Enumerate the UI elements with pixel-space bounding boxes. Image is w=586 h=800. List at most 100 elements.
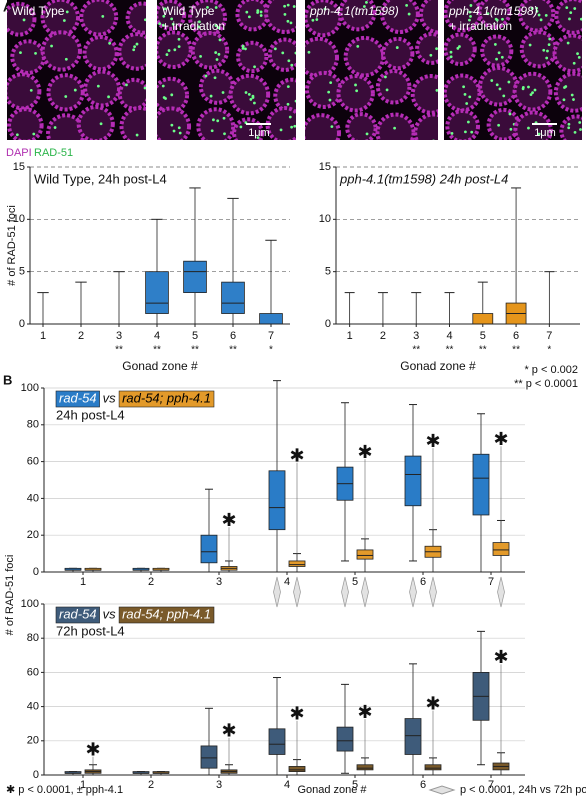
x-tick-label: 2 xyxy=(78,330,84,342)
focus xyxy=(307,50,311,54)
focus xyxy=(542,48,546,52)
legend-swatch xyxy=(55,390,100,408)
focus xyxy=(283,12,287,16)
focus xyxy=(566,41,570,45)
focus xyxy=(173,48,177,52)
focus xyxy=(456,46,460,50)
significance: ✱ xyxy=(425,431,440,451)
diff-marker xyxy=(429,576,437,608)
focus xyxy=(279,128,283,132)
y-tick-label: 80 xyxy=(27,632,39,644)
focus xyxy=(468,10,472,14)
focus xyxy=(315,18,319,21)
focus xyxy=(365,132,369,136)
focus xyxy=(507,80,511,84)
focus xyxy=(218,38,222,42)
focus xyxy=(384,75,387,79)
x-tick-label: 7 xyxy=(488,779,494,791)
focus xyxy=(531,91,534,95)
legend-joiner: vs xyxy=(103,390,117,405)
y-tick-label: 100 xyxy=(21,598,39,610)
focus xyxy=(19,51,22,55)
nucleus xyxy=(343,35,386,78)
focus xyxy=(143,18,146,22)
x-tick-label: 1 xyxy=(40,330,46,342)
y-tick-label: 100 xyxy=(21,382,39,394)
focus xyxy=(217,52,221,56)
nucleus xyxy=(559,114,582,140)
x-tick-label: 5 xyxy=(192,330,198,342)
stain-label: DAPI xyxy=(6,147,32,159)
focus xyxy=(449,55,453,59)
nucleus xyxy=(513,110,553,140)
y-tick-label: 10 xyxy=(13,213,25,225)
focus xyxy=(65,10,69,14)
significance: ** xyxy=(512,345,520,356)
focus xyxy=(251,96,255,99)
focus xyxy=(527,126,530,130)
box xyxy=(356,549,374,560)
focus xyxy=(580,17,582,21)
focus xyxy=(393,126,396,130)
focus xyxy=(547,43,551,46)
nucleus xyxy=(338,0,377,32)
focus xyxy=(439,138,442,141)
box xyxy=(492,542,510,556)
focus xyxy=(288,115,292,119)
focus xyxy=(521,87,525,91)
nucleus xyxy=(379,0,420,35)
nucleus xyxy=(267,37,296,72)
diff-marker xyxy=(273,576,281,608)
focus xyxy=(244,47,247,51)
significance: ✱ xyxy=(221,510,236,530)
focus xyxy=(576,52,579,56)
x-tick-label: 7 xyxy=(268,330,274,342)
significance: ✱ xyxy=(357,702,372,722)
focus xyxy=(570,93,574,97)
box xyxy=(200,745,218,769)
focus xyxy=(564,85,568,88)
y-tick-label: 0 xyxy=(19,318,25,330)
image-title: Wild Type xyxy=(12,4,65,18)
significance: ✱ xyxy=(289,704,304,724)
diff-marker xyxy=(409,576,417,608)
focus xyxy=(29,88,33,92)
focus xyxy=(500,55,504,59)
focus xyxy=(530,7,534,10)
focus xyxy=(546,49,549,53)
focus xyxy=(544,13,548,17)
diff-marker xyxy=(361,576,369,608)
focus xyxy=(292,5,296,8)
box xyxy=(336,726,354,752)
image-subtitle: + irradiation xyxy=(449,19,512,33)
legend-label: rad-54 xyxy=(59,390,97,405)
focus xyxy=(62,19,66,22)
focus xyxy=(251,141,254,144)
box xyxy=(472,313,494,325)
nucleus xyxy=(375,112,416,140)
y-tick-label: 10 xyxy=(319,213,331,225)
image-subtitle: + irradiation xyxy=(162,19,225,33)
significance: ** xyxy=(115,345,123,356)
focus xyxy=(289,21,293,25)
focus xyxy=(495,18,499,22)
focus xyxy=(286,85,290,89)
x-tick-label: 7 xyxy=(488,576,494,588)
box xyxy=(221,281,245,314)
focus xyxy=(365,0,368,4)
focus xyxy=(101,14,105,18)
focus xyxy=(508,112,512,116)
nucleus xyxy=(117,77,146,111)
box xyxy=(404,455,422,507)
focus xyxy=(495,57,498,61)
y-tick-label: 60 xyxy=(27,456,39,468)
focus xyxy=(286,3,290,7)
focus xyxy=(247,93,251,96)
focus xyxy=(50,44,53,48)
diff-marker xyxy=(293,576,301,608)
scale-bar-label: 1μm xyxy=(534,127,556,139)
focus xyxy=(161,84,165,88)
focus xyxy=(214,6,218,9)
nucleus xyxy=(480,34,514,68)
focus xyxy=(567,122,571,126)
